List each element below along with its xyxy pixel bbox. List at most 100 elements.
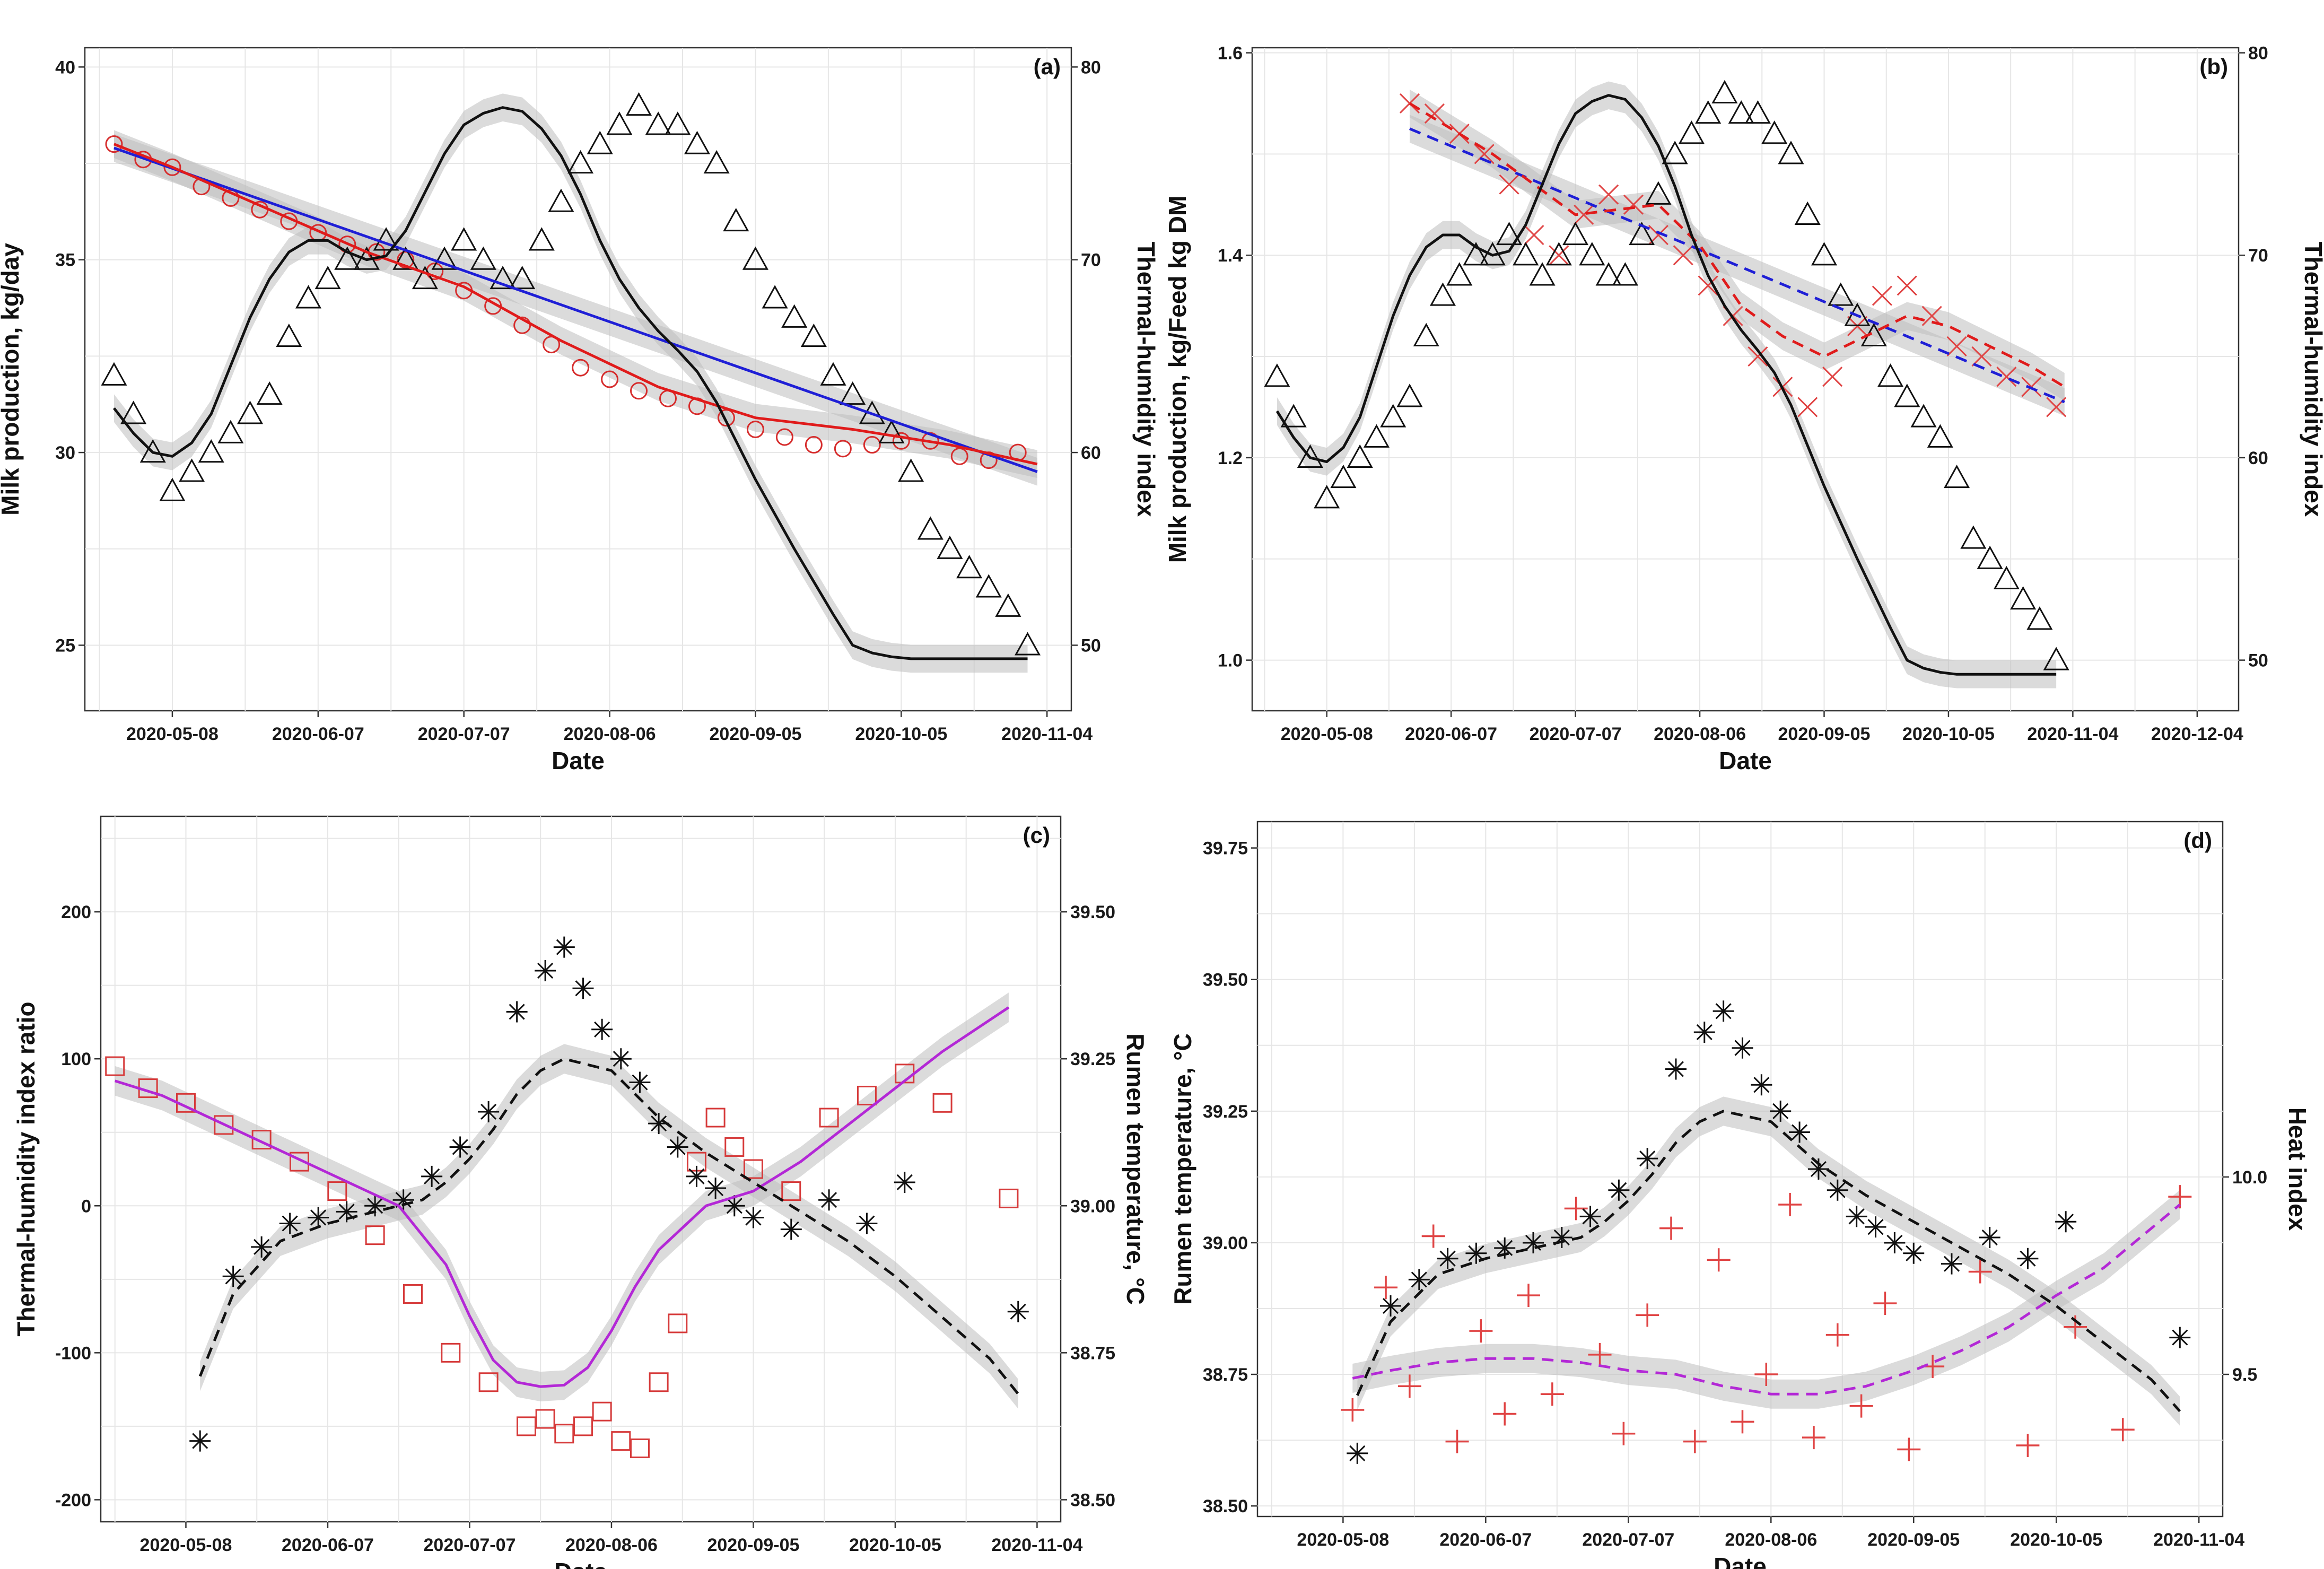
data-point	[314, 265, 341, 290]
y-tick-label: 25	[55, 635, 75, 656]
data-point	[1731, 1410, 1754, 1434]
data-point	[625, 92, 652, 116]
data-point	[892, 432, 910, 450]
data-point	[863, 436, 881, 454]
series-points-1	[101, 92, 1041, 656]
plot-frame	[100, 815, 1062, 1523]
confidence-band	[1277, 81, 2057, 688]
data-point	[601, 370, 619, 388]
data-point	[2043, 647, 2069, 670]
data-point	[1347, 1442, 1368, 1464]
data-point	[470, 246, 496, 270]
data-point	[857, 1085, 877, 1105]
data-point	[1822, 367, 1843, 387]
data-point	[2017, 1248, 2039, 1269]
data-point	[336, 1201, 357, 1223]
data-point	[139, 439, 166, 463]
y-tick-label: 1.6	[1218, 43, 1243, 64]
data-point	[1280, 404, 1307, 428]
plot-frame	[1256, 821, 2224, 1518]
data-point	[222, 1266, 244, 1287]
data-point	[781, 1181, 801, 1201]
data-point	[1802, 1426, 1825, 1450]
data-point	[2055, 1211, 2077, 1233]
x-tick-label: 2020-09-05	[709, 724, 801, 744]
data-point	[1897, 275, 1917, 296]
y-tick-label: 39.50	[1203, 970, 1248, 990]
data-point	[1637, 1148, 1658, 1170]
data-point	[1960, 525, 1987, 549]
y-tick-label: 38.75	[1203, 1365, 1248, 1385]
data-point	[535, 1409, 555, 1429]
y-axis-title: Milk production, kg/day	[0, 243, 24, 516]
data-point	[289, 1152, 309, 1172]
data-point	[120, 400, 147, 424]
data-point	[1540, 1382, 1564, 1406]
data-point	[705, 1108, 726, 1128]
panel-label: (a)	[1034, 54, 1061, 79]
data-point	[665, 111, 691, 135]
data-point	[1877, 363, 1904, 387]
y-tick-label: 1.4	[1218, 246, 1243, 266]
data-point	[1996, 367, 2017, 387]
x-tick-label: 2020-08-06	[1654, 724, 1746, 744]
data-point	[1728, 100, 1754, 124]
y2-tick-label: 70	[2248, 246, 2268, 266]
data-point	[703, 150, 730, 174]
y2-tick-label: 70	[1081, 250, 1101, 271]
y2-tick-label: 38.50	[1070, 1490, 1115, 1510]
data-point	[1437, 1248, 1458, 1269]
data-point	[1754, 1363, 1778, 1387]
data-point	[2016, 1434, 2040, 1458]
data-point	[1744, 100, 1771, 124]
data-point	[572, 359, 590, 377]
y2-tick-label: 10.0	[2232, 1167, 2267, 1188]
panel-b-chart: 1.0 1.2 1.4 1.6 50 60 70 80 2020-05-08 2020-06-07…	[1164, 43, 2324, 774]
data-point	[1314, 485, 1340, 509]
x-tick-label: 2020-08-06	[1725, 1530, 1817, 1550]
data-point	[1612, 1422, 1636, 1445]
x-axis-title: Date	[552, 747, 605, 774]
data-point	[898, 458, 924, 482]
data-point	[1794, 201, 1821, 225]
data-point	[509, 265, 536, 290]
x-tick-label: 2020-11-04	[1001, 724, 1093, 744]
data-point	[742, 1207, 764, 1228]
data-point	[105, 1056, 125, 1076]
data-point	[105, 135, 123, 153]
data-point	[295, 285, 322, 309]
x-tick-label: 2020-10-05	[1902, 724, 1995, 744]
data-point	[1595, 262, 1622, 286]
data-point	[276, 323, 302, 347]
data-point	[995, 593, 1021, 617]
data-point	[592, 1401, 612, 1422]
data-point	[1380, 404, 1406, 428]
data-point	[667, 1136, 688, 1158]
data-point	[1014, 632, 1041, 656]
data-point	[251, 1236, 273, 1258]
data-point	[956, 555, 983, 579]
data-point	[1903, 1242, 1925, 1264]
data-point	[373, 227, 399, 251]
y2-tick-label: 39.25	[1070, 1049, 1115, 1069]
data-point	[198, 439, 224, 463]
data-point	[1944, 464, 1970, 489]
data-point	[1662, 141, 1688, 164]
data-point	[629, 1071, 651, 1093]
data-point	[645, 111, 671, 135]
data-point	[1751, 1074, 1772, 1096]
panel-label: (c)	[1023, 823, 1050, 848]
data-point	[1713, 1000, 1734, 1022]
x-tick-label: 2020-08-06	[565, 1535, 658, 1555]
data-point	[1971, 346, 1992, 367]
y-tick-label: -100	[55, 1343, 91, 1363]
data-point	[421, 1165, 443, 1187]
data-point	[1827, 1179, 1848, 1201]
data-point	[478, 1372, 499, 1392]
data-point	[214, 1115, 234, 1135]
data-point	[878, 420, 905, 443]
data-point	[279, 1213, 301, 1234]
x-axis-title: Date	[1714, 1553, 1767, 1569]
data-point	[2169, 1327, 2191, 1348]
y2-tick-label: 50	[2248, 651, 2268, 671]
